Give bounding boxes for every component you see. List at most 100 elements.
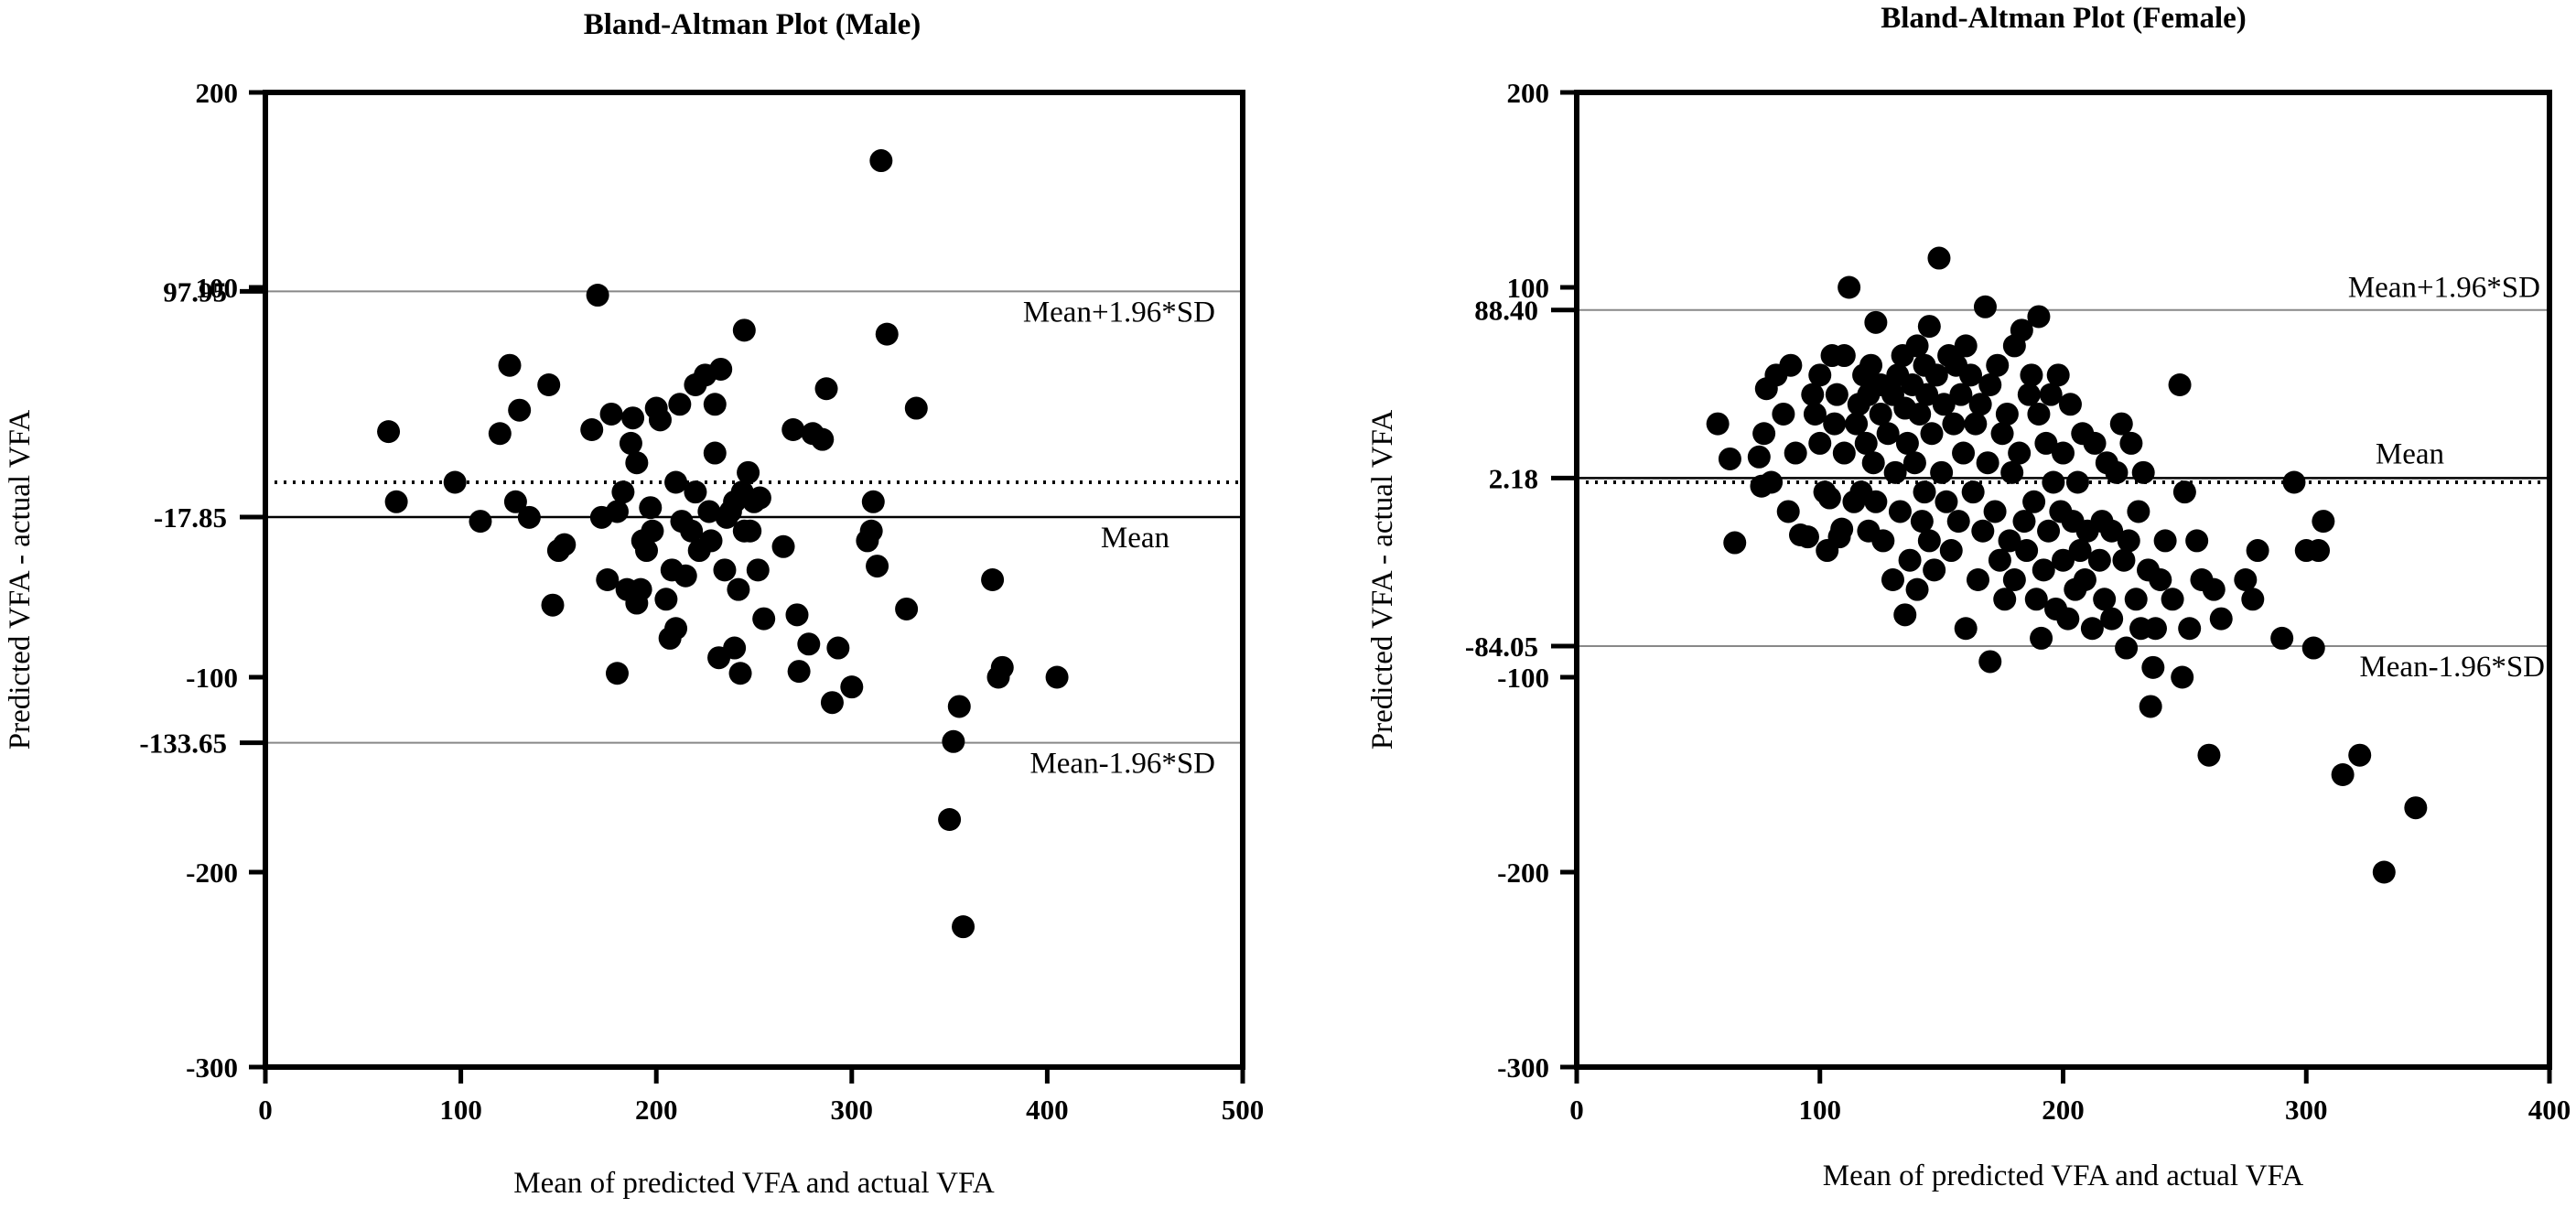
data-point bbox=[2012, 510, 2036, 534]
data-point bbox=[1045, 665, 1069, 689]
data-point bbox=[2042, 470, 2065, 494]
data-point bbox=[1968, 393, 1992, 416]
data-point bbox=[787, 660, 811, 684]
data-point bbox=[2105, 460, 2129, 484]
data-point bbox=[1905, 334, 1929, 358]
data-point bbox=[2139, 695, 2162, 718]
data-point bbox=[537, 373, 561, 396]
data-point bbox=[2039, 383, 2063, 406]
upper-line-annotation: Mean+1.96*SD bbox=[1023, 296, 1215, 329]
y-tick-label: -100 bbox=[186, 662, 238, 694]
female-plot-panel: Bland-Altman Plot (Female) Predicted VFA … bbox=[1366, 2, 2571, 1192]
data-point bbox=[2065, 470, 2089, 494]
x-tick-label: 400 bbox=[2528, 1094, 2571, 1126]
data-point bbox=[2153, 529, 2177, 553]
data-point bbox=[599, 402, 623, 426]
data-point bbox=[942, 729, 965, 753]
x-tick-label: 100 bbox=[1799, 1094, 1842, 1126]
data-point bbox=[621, 406, 645, 430]
data-point bbox=[664, 470, 688, 494]
data-point bbox=[635, 539, 659, 563]
data-point bbox=[625, 451, 649, 475]
data-point bbox=[619, 431, 642, 455]
data-point bbox=[2234, 568, 2258, 591]
x-tick-label: 200 bbox=[635, 1094, 678, 1126]
data-point bbox=[713, 558, 737, 582]
data-point bbox=[938, 807, 962, 831]
data-point bbox=[1939, 539, 1963, 563]
lower-value-label: -133.65 bbox=[139, 728, 227, 760]
data-point bbox=[1973, 295, 1997, 318]
data-point bbox=[2022, 490, 2046, 513]
data-point bbox=[1983, 500, 2007, 523]
data-point bbox=[2032, 558, 2055, 582]
data-point bbox=[469, 510, 492, 534]
data-point bbox=[2046, 363, 2070, 387]
data-point bbox=[605, 500, 629, 523]
data-point bbox=[1752, 422, 1776, 446]
data-point bbox=[904, 396, 928, 420]
y-axis-label: Predicted VFA - actual VFA bbox=[1366, 410, 1399, 750]
x-axis-label: Mean of predicted VFA and actual VFA bbox=[513, 1167, 995, 1200]
data-point bbox=[1961, 480, 1985, 504]
data-point bbox=[709, 357, 733, 381]
data-point bbox=[1954, 334, 1978, 358]
data-point bbox=[641, 519, 664, 543]
data-point bbox=[2112, 548, 2136, 572]
data-point bbox=[1902, 451, 1926, 475]
data-point bbox=[1772, 402, 1795, 426]
data-point bbox=[2161, 588, 2184, 611]
mean-value-label: -17.85 bbox=[154, 502, 227, 534]
chart-title: Bland-Altman Plot (Male) bbox=[584, 8, 921, 41]
data-point bbox=[1876, 422, 1900, 446]
data-point bbox=[2185, 529, 2209, 553]
data-point bbox=[699, 529, 723, 553]
data-point bbox=[1949, 383, 1973, 406]
data-point bbox=[1864, 310, 1888, 334]
data-point bbox=[2093, 588, 2117, 611]
data-point bbox=[703, 393, 727, 416]
data-point bbox=[752, 607, 776, 631]
data-point bbox=[723, 636, 747, 660]
y-tick-label: 200 bbox=[196, 77, 239, 109]
data-point bbox=[2115, 636, 2139, 660]
mean-line-annotation: Mean bbox=[1101, 522, 1169, 555]
data-point bbox=[1995, 402, 2019, 426]
data-point bbox=[2052, 441, 2075, 465]
data-point bbox=[1998, 529, 2021, 553]
data-point bbox=[2027, 305, 2051, 329]
data-point bbox=[1861, 451, 1885, 475]
data-point bbox=[2372, 860, 2396, 884]
data-point bbox=[2131, 460, 2155, 484]
data-point bbox=[947, 695, 971, 718]
data-point bbox=[1784, 441, 1807, 465]
data-point bbox=[952, 915, 975, 939]
data-point bbox=[2172, 480, 2196, 504]
data-point bbox=[2171, 665, 2194, 689]
data-point bbox=[2017, 383, 2041, 406]
data-point bbox=[2209, 607, 2233, 631]
data-point bbox=[674, 564, 697, 588]
data-point bbox=[1808, 431, 1832, 455]
data-point bbox=[1946, 510, 1970, 534]
data-point bbox=[746, 558, 770, 582]
x-tick-label: 0 bbox=[258, 1094, 273, 1126]
data-point bbox=[2000, 460, 2024, 484]
data-point bbox=[738, 519, 762, 543]
y-tick-label: -200 bbox=[1497, 857, 1549, 889]
data-point bbox=[664, 617, 688, 641]
data-point bbox=[629, 577, 652, 601]
data-point bbox=[1920, 422, 1944, 446]
data-point bbox=[1854, 431, 1878, 455]
x-tick-label: 100 bbox=[439, 1094, 482, 1126]
data-point bbox=[2027, 402, 2051, 426]
data-point bbox=[1747, 445, 1771, 469]
data-point bbox=[2002, 568, 2026, 591]
x-tick-label: 400 bbox=[1026, 1094, 1069, 1126]
chart-title: Bland-Altman Plot (Female) bbox=[1881, 2, 2247, 35]
plot-frame bbox=[263, 90, 1245, 1070]
data-point bbox=[2141, 655, 2165, 679]
data-point bbox=[2015, 539, 2039, 563]
